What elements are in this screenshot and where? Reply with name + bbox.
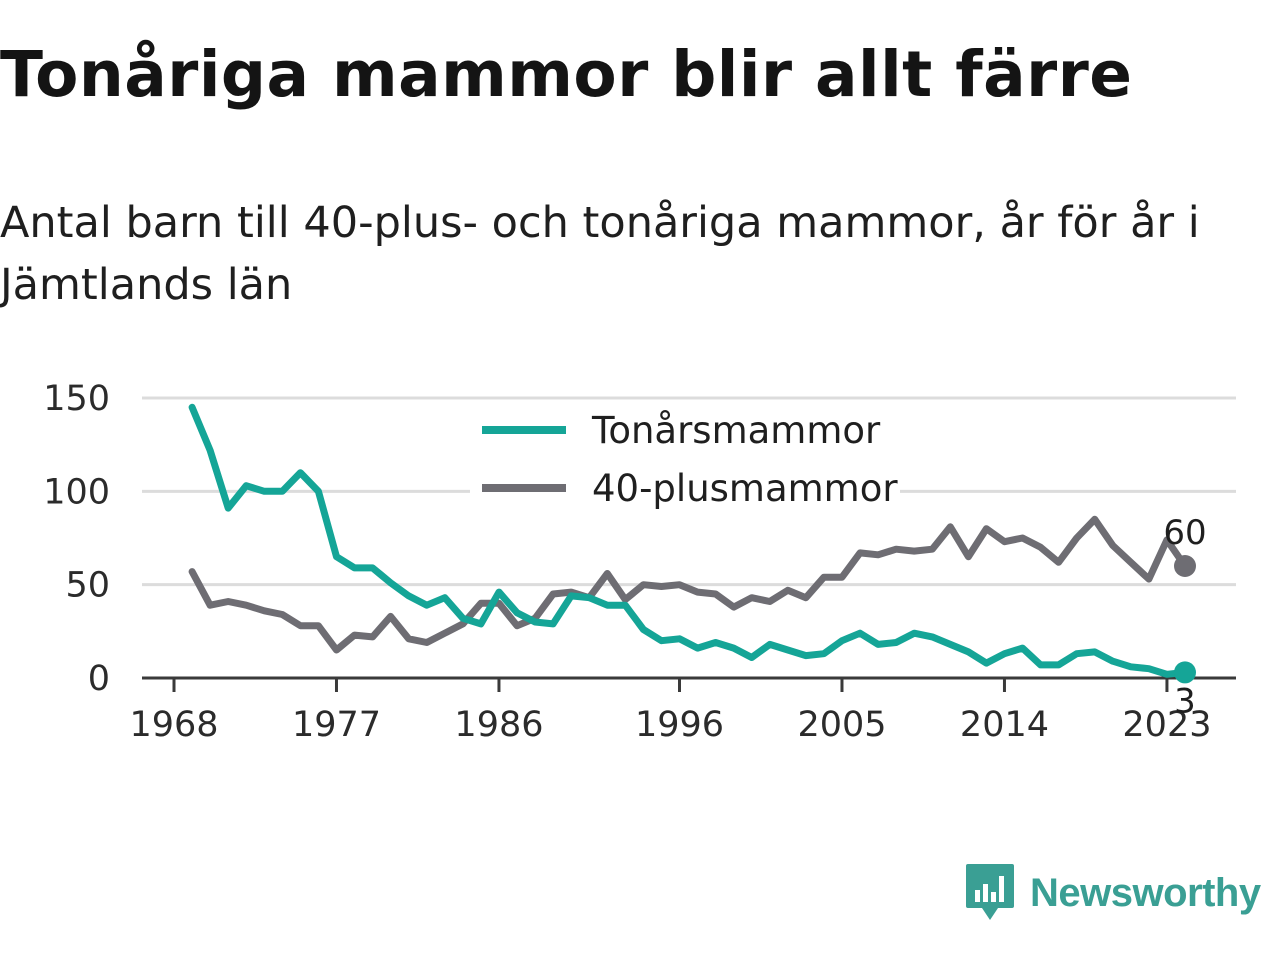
x-tick-label: 1977 [292, 705, 381, 745]
x-tick-label: 2023 [1122, 705, 1211, 745]
y-tick-label: 50 [65, 566, 110, 606]
newsworthy-logo: Newsworthy [964, 862, 1261, 924]
series-line-40-plusmammor [188, 515, 1189, 654]
x-tick-label: 1968 [129, 705, 218, 745]
end-point-marker [1174, 661, 1196, 684]
x-tick-label: 1996 [635, 705, 724, 745]
legend-label: 40-plusmammor [592, 467, 898, 510]
chart-title: Tonåriga mammor blir allt färre [0, 38, 1133, 111]
brand-name: Newsworthy [1030, 870, 1261, 915]
y-tick-label: 0 [88, 659, 110, 699]
legend-label: Tonårsmammor [591, 409, 881, 452]
line-chart: 0 50 100 150 1968 1977 1986 1996 2005 2014 2023 Ton… [43, 379, 1236, 745]
y-tick-label: 100 [43, 472, 110, 512]
end-point-marker [1174, 555, 1196, 577]
end-value-label: 60 [1163, 513, 1206, 553]
series-line-tonarsmammor [188, 403, 1189, 678]
chart-subtitle: Antal barn till 40-plus- och tonåriga ma… [0, 198, 1200, 310]
y-tick-label: 150 [43, 379, 110, 419]
x-tick-label: 2005 [797, 705, 886, 745]
newsworthy-chart-bubble-icon [966, 864, 1014, 920]
x-tick-label: 2014 [960, 705, 1049, 745]
x-tick-label: 1986 [454, 705, 543, 745]
end-value-label: 3 [1174, 681, 1196, 721]
